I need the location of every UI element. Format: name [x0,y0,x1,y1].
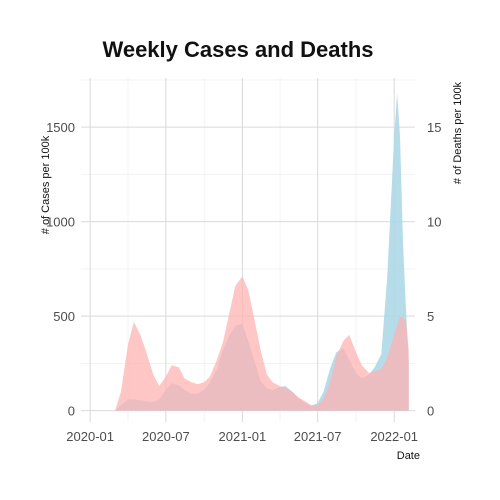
y-tick-label-right: 5 [427,309,434,324]
y-tick-label-right: 0 [427,404,434,419]
x-tick-label: 2020-07 [142,429,190,444]
y-tick-label-left: 500 [53,309,75,324]
tick-labels: 0 500 1000 1500 0 5 10 15 2020-01 2020-07 2021-01 2… [46,120,441,444]
x-tick-label: 2022-01 [370,429,418,444]
y-tick-label-right: 15 [427,120,441,135]
x-tick-label: 2020-01 [66,429,114,444]
x-tick-label: 2021-07 [294,429,342,444]
y-tick-label-right: 10 [427,215,441,230]
y-axis-label-left: # of Cases per 100k [40,135,52,234]
chart-areas [115,93,409,411]
x-axis-label: Date [397,450,420,462]
x-tick-label: 2021-01 [219,429,267,444]
area-series-deaths [115,276,409,411]
y-tick-label-left: 1000 [46,215,75,230]
y-tick-label-left: 0 [68,404,75,419]
y-tick-label-left: 1500 [46,120,75,135]
chart-title: Weekly Cases and Deaths [102,37,373,62]
y-axis-label-right: # of Deaths per 100k [452,81,464,184]
